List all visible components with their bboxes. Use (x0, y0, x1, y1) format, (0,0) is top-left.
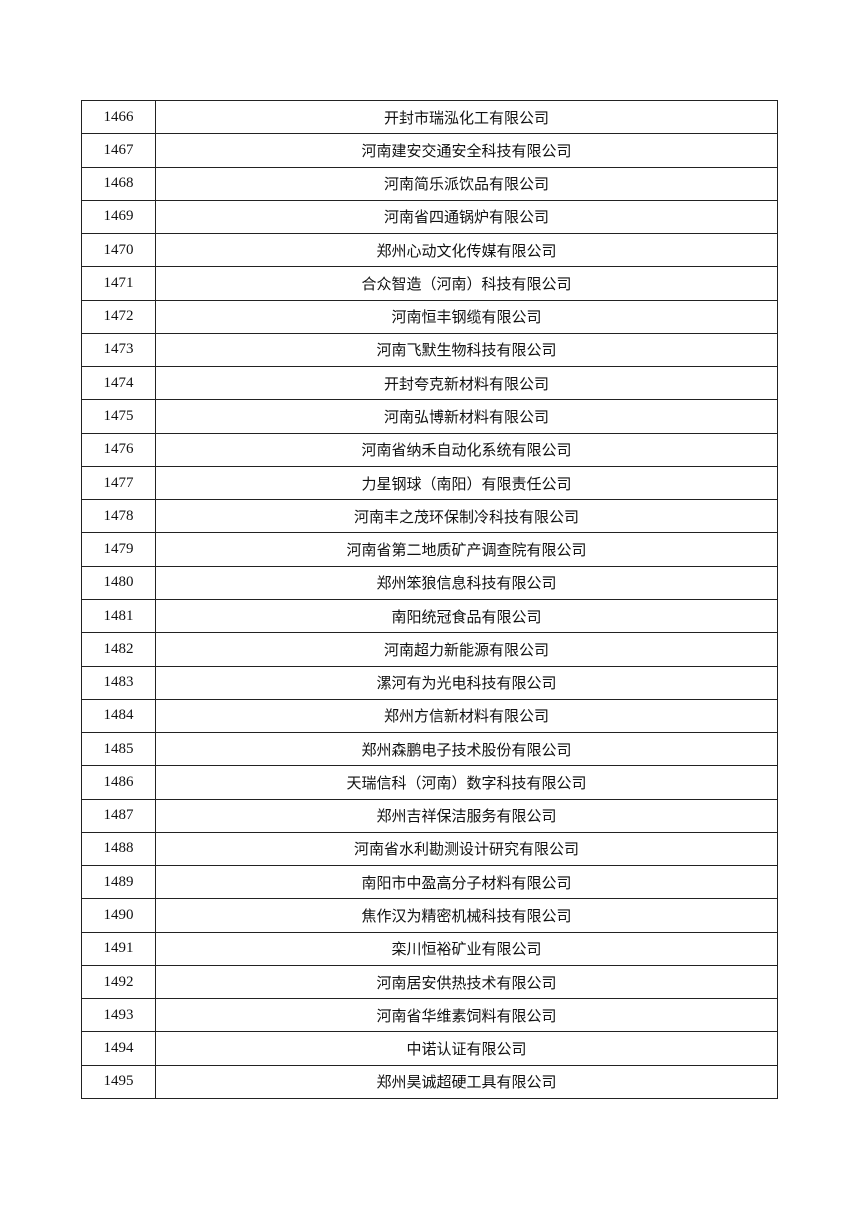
row-number: 1483 (81, 665, 156, 700)
company-name: 河南省第二地质矿产调查院有限公司 (155, 532, 778, 567)
row-number: 1485 (81, 732, 156, 767)
row-number: 1467 (81, 133, 156, 168)
table-row: 1468 河南简乐派饮品有限公司 (81, 166, 778, 201)
company-name: 河南超力新能源有限公司 (155, 632, 778, 667)
table-row: 1474 开封夸克新材料有限公司 (81, 366, 778, 401)
table-row: 1478 河南丰之茂环保制冷科技有限公司 (81, 499, 778, 534)
table-row: 1471 合众智造（河南）科技有限公司 (81, 266, 778, 301)
company-name: 栾川恒裕矿业有限公司 (155, 931, 778, 966)
table-row: 1476 河南省纳禾自动化系统有限公司 (81, 432, 778, 467)
company-name: 河南省水利勘测设计研究有限公司 (155, 831, 778, 867)
table-row: 1494 中诺认证有限公司 (81, 1031, 778, 1066)
table-row: 1475 河南弘博新材料有限公司 (81, 399, 778, 434)
row-number: 1476 (81, 432, 156, 467)
company-name: 南阳市中盈高分子材料有限公司 (155, 865, 778, 900)
row-number: 1484 (81, 698, 156, 734)
company-name: 郑州昊诚超硬工具有限公司 (155, 1064, 778, 1099)
row-number: 1480 (81, 565, 156, 600)
table-row: 1472 河南恒丰钢缆有限公司 (81, 299, 778, 334)
table-row: 1466 开封市瑞泓化工有限公司 (81, 99, 778, 135)
company-name: 郑州森鹏电子技术股份有限公司 (155, 732, 778, 767)
row-number: 1479 (81, 532, 156, 567)
table-row: 1485 郑州森鹏电子技术股份有限公司 (81, 732, 778, 767)
company-name: 河南省纳禾自动化系统有限公司 (155, 432, 778, 467)
row-number: 1475 (81, 399, 156, 434)
company-name: 漯河有为光电科技有限公司 (155, 665, 778, 700)
company-name: 开封市瑞泓化工有限公司 (155, 99, 778, 135)
company-name: 力星钢球（南阳）有限责任公司 (155, 465, 778, 501)
table-row: 1489 南阳市中盈高分子材料有限公司 (81, 865, 778, 900)
company-name: 河南飞默生物科技有限公司 (155, 332, 778, 368)
table-row: 1487 郑州吉祥保洁服务有限公司 (81, 798, 778, 833)
company-name: 郑州心动文化传媒有限公司 (155, 233, 778, 268)
table-row: 1483 漯河有为光电科技有限公司 (81, 665, 778, 700)
table-row: 1493 河南省华维素饲料有限公司 (81, 998, 778, 1033)
company-name: 郑州方信新材料有限公司 (155, 698, 778, 734)
row-number: 1471 (81, 266, 156, 301)
company-name: 中诺认证有限公司 (155, 1031, 778, 1066)
table-row: 1481 南阳统冠食品有限公司 (81, 598, 778, 634)
row-number: 1474 (81, 366, 156, 401)
table-row: 1484 郑州方信新材料有限公司 (81, 698, 778, 734)
table-row: 1473 河南飞默生物科技有限公司 (81, 332, 778, 368)
company-name: 河南弘博新材料有限公司 (155, 399, 778, 434)
company-name: 河南简乐派饮品有限公司 (155, 166, 778, 201)
company-name: 河南省四通锅炉有限公司 (155, 199, 778, 235)
row-number: 1481 (81, 598, 156, 634)
row-number: 1472 (81, 299, 156, 334)
row-number: 1478 (81, 499, 156, 534)
row-number: 1487 (81, 798, 156, 833)
row-number: 1494 (81, 1031, 156, 1066)
table-row: 1470 郑州心动文化传媒有限公司 (81, 233, 778, 268)
table-row: 1482 河南超力新能源有限公司 (81, 632, 778, 667)
company-name: 河南建安交通安全科技有限公司 (155, 133, 778, 168)
row-number: 1470 (81, 233, 156, 268)
table-row: 1477 力星钢球（南阳）有限责任公司 (81, 465, 778, 501)
table-row: 1469 河南省四通锅炉有限公司 (81, 199, 778, 235)
row-number: 1482 (81, 632, 156, 667)
row-number: 1493 (81, 998, 156, 1033)
table-row: 1480 郑州笨狼信息科技有限公司 (81, 565, 778, 600)
company-name: 河南省华维素饲料有限公司 (155, 998, 778, 1033)
table-row: 1488 河南省水利勘测设计研究有限公司 (81, 831, 778, 867)
row-number: 1466 (81, 99, 156, 135)
company-name: 郑州笨狼信息科技有限公司 (155, 565, 778, 600)
row-number: 1473 (81, 332, 156, 368)
company-name: 焦作汉为精密机械科技有限公司 (155, 898, 778, 933)
company-name: 开封夸克新材料有限公司 (155, 366, 778, 401)
table-row: 1486 天瑞信科（河南）数字科技有限公司 (81, 765, 778, 800)
row-number: 1477 (81, 465, 156, 501)
row-number: 1491 (81, 931, 156, 966)
table-row: 1495 郑州昊诚超硬工具有限公司 (81, 1064, 778, 1099)
row-number: 1468 (81, 166, 156, 201)
row-number: 1486 (81, 765, 156, 800)
company-name: 河南居安供热技术有限公司 (155, 964, 778, 1000)
row-number: 1489 (81, 865, 156, 900)
row-number: 1495 (81, 1064, 156, 1099)
row-number: 1469 (81, 199, 156, 235)
company-name: 河南丰之茂环保制冷科技有限公司 (155, 499, 778, 534)
row-number: 1488 (81, 831, 156, 867)
company-name: 郑州吉祥保洁服务有限公司 (155, 798, 778, 833)
table-row: 1492 河南居安供热技术有限公司 (81, 964, 778, 1000)
row-number: 1490 (81, 898, 156, 933)
table-row: 1467 河南建安交通安全科技有限公司 (81, 133, 778, 168)
company-name: 合众智造（河南）科技有限公司 (155, 266, 778, 301)
table-row: 1491 栾川恒裕矿业有限公司 (81, 931, 778, 966)
company-list-table: 1466 开封市瑞泓化工有限公司 1467 河南建安交通安全科技有限公司 1468 河南简… (81, 99, 778, 1099)
table-body: 1466 开封市瑞泓化工有限公司 1467 河南建安交通安全科技有限公司 1468 河南简… (81, 99, 778, 1099)
row-number: 1492 (81, 964, 156, 1000)
table-row: 1490 焦作汉为精密机械科技有限公司 (81, 898, 778, 933)
company-name: 南阳统冠食品有限公司 (155, 598, 778, 634)
table-row: 1479 河南省第二地质矿产调查院有限公司 (81, 532, 778, 567)
company-name: 河南恒丰钢缆有限公司 (155, 299, 778, 334)
company-name: 天瑞信科（河南）数字科技有限公司 (155, 765, 778, 800)
